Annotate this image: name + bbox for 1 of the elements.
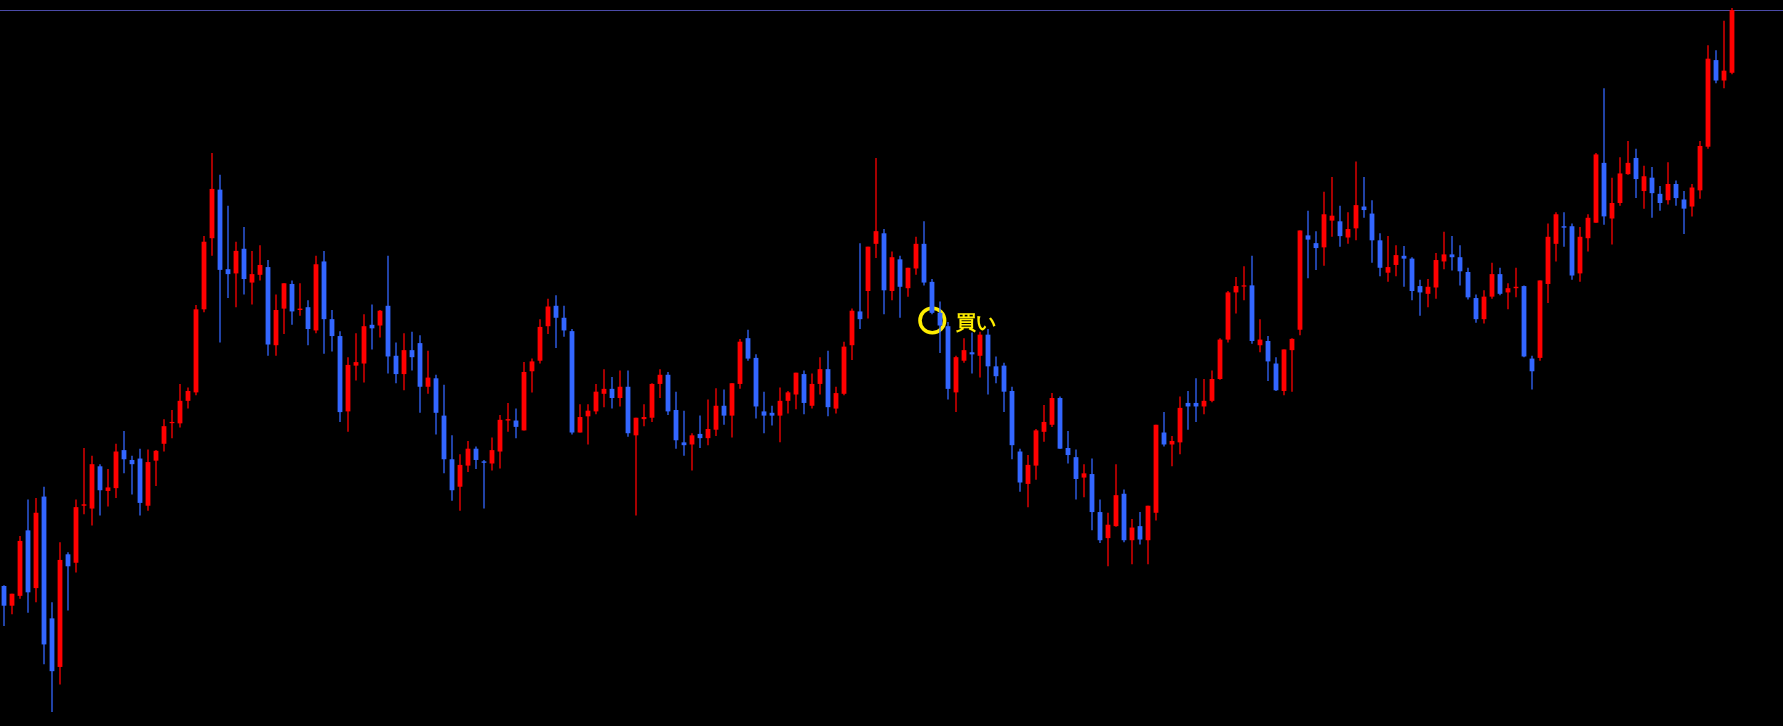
annotation: 買い <box>956 309 997 334</box>
